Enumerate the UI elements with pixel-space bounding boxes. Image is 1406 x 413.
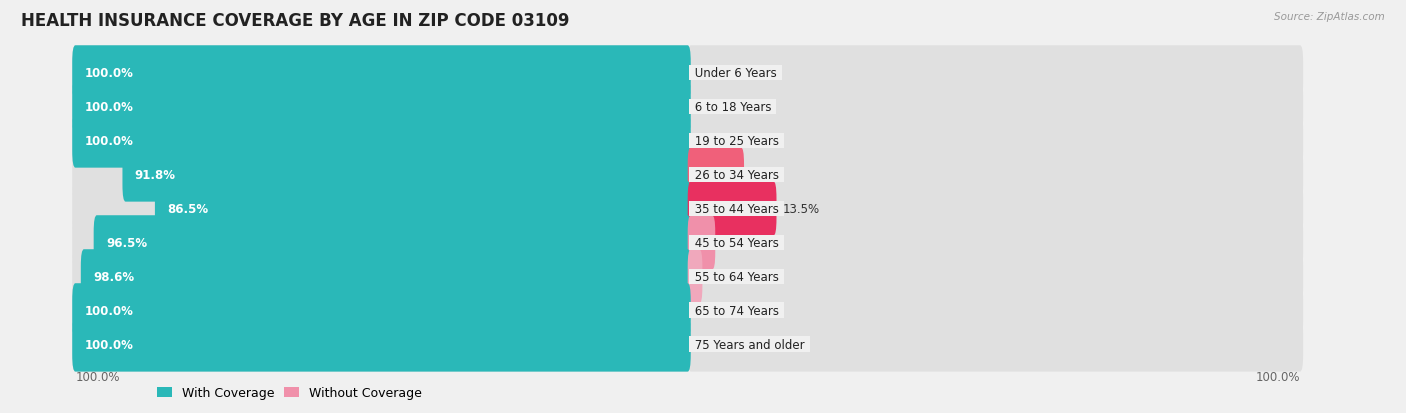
FancyBboxPatch shape — [72, 114, 690, 168]
FancyBboxPatch shape — [94, 216, 690, 270]
FancyBboxPatch shape — [688, 182, 776, 236]
Text: 96.5%: 96.5% — [105, 236, 148, 249]
Text: 86.5%: 86.5% — [167, 202, 208, 216]
FancyBboxPatch shape — [72, 249, 690, 304]
FancyBboxPatch shape — [72, 46, 690, 100]
FancyBboxPatch shape — [72, 284, 690, 338]
FancyBboxPatch shape — [688, 148, 744, 202]
Text: 100.0%: 100.0% — [1256, 370, 1301, 383]
FancyBboxPatch shape — [688, 80, 1303, 134]
Text: 45 to 54 Years: 45 to 54 Years — [690, 236, 782, 249]
FancyBboxPatch shape — [155, 182, 690, 236]
FancyBboxPatch shape — [688, 216, 1303, 270]
Text: Source: ZipAtlas.com: Source: ZipAtlas.com — [1274, 12, 1385, 22]
Text: 13.5%: 13.5% — [783, 202, 820, 216]
Text: 0.0%: 0.0% — [703, 67, 733, 80]
Text: 98.6%: 98.6% — [93, 270, 134, 283]
Text: 55 to 64 Years: 55 to 64 Years — [690, 270, 782, 283]
Text: 100.0%: 100.0% — [76, 370, 120, 383]
Text: 8.2%: 8.2% — [751, 169, 780, 181]
Text: 3.5%: 3.5% — [721, 236, 751, 249]
FancyBboxPatch shape — [688, 249, 703, 304]
FancyBboxPatch shape — [688, 114, 1303, 168]
Text: 1.4%: 1.4% — [709, 270, 738, 283]
Text: 100.0%: 100.0% — [84, 304, 134, 317]
Text: 0.0%: 0.0% — [703, 304, 733, 317]
FancyBboxPatch shape — [688, 284, 1303, 338]
FancyBboxPatch shape — [688, 249, 1303, 304]
Text: 75 Years and older: 75 Years and older — [690, 338, 808, 351]
FancyBboxPatch shape — [688, 318, 1303, 372]
Text: 100.0%: 100.0% — [84, 135, 134, 147]
FancyBboxPatch shape — [72, 46, 690, 100]
FancyBboxPatch shape — [122, 148, 690, 202]
FancyBboxPatch shape — [72, 318, 690, 372]
FancyBboxPatch shape — [72, 284, 690, 338]
FancyBboxPatch shape — [688, 148, 1303, 202]
FancyBboxPatch shape — [80, 249, 690, 304]
FancyBboxPatch shape — [72, 114, 690, 168]
Text: HEALTH INSURANCE COVERAGE BY AGE IN ZIP CODE 03109: HEALTH INSURANCE COVERAGE BY AGE IN ZIP … — [21, 12, 569, 30]
FancyBboxPatch shape — [688, 182, 1303, 236]
FancyBboxPatch shape — [688, 46, 1303, 100]
Text: 19 to 25 Years: 19 to 25 Years — [690, 135, 783, 147]
Text: Under 6 Years: Under 6 Years — [690, 67, 780, 80]
FancyBboxPatch shape — [72, 80, 690, 134]
Text: 0.0%: 0.0% — [703, 338, 733, 351]
FancyBboxPatch shape — [72, 148, 690, 202]
Text: 26 to 34 Years: 26 to 34 Years — [690, 169, 783, 181]
Text: 65 to 74 Years: 65 to 74 Years — [690, 304, 783, 317]
FancyBboxPatch shape — [72, 80, 690, 134]
Text: 100.0%: 100.0% — [84, 338, 134, 351]
FancyBboxPatch shape — [72, 182, 690, 236]
Legend: With Coverage, Without Coverage: With Coverage, Without Coverage — [152, 381, 427, 404]
Text: 0.0%: 0.0% — [703, 135, 733, 147]
FancyBboxPatch shape — [72, 318, 690, 372]
Text: 100.0%: 100.0% — [84, 101, 134, 114]
Text: 100.0%: 100.0% — [84, 67, 134, 80]
Text: 91.8%: 91.8% — [135, 169, 176, 181]
Text: 35 to 44 Years: 35 to 44 Years — [690, 202, 782, 216]
Text: 6 to 18 Years: 6 to 18 Years — [690, 101, 775, 114]
FancyBboxPatch shape — [688, 216, 716, 270]
FancyBboxPatch shape — [72, 216, 690, 270]
Text: 0.0%: 0.0% — [703, 101, 733, 114]
